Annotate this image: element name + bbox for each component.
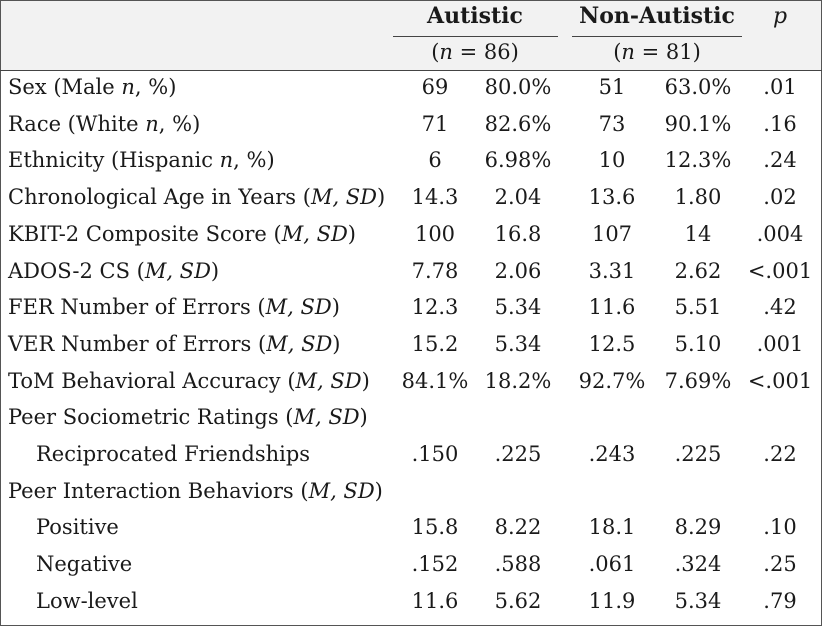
header-autistic: Autistic bbox=[427, 3, 523, 29]
cell-a2: 80.0% bbox=[484, 75, 552, 99]
header-p: p bbox=[772, 4, 788, 29]
cell-b1: 12.5 bbox=[588, 332, 636, 356]
row-label: Negative bbox=[36, 552, 133, 576]
cell-a1: .150 bbox=[411, 442, 459, 466]
cell-a2: .225 bbox=[494, 442, 542, 466]
row-label: Reciprocated Friendships bbox=[36, 442, 311, 466]
cell-a1: 6 bbox=[428, 148, 442, 172]
header-non-autistic-n: (n = 81) bbox=[613, 40, 701, 64]
cell-b1: 18.1 bbox=[588, 515, 636, 539]
row-label: Race (White n, %) bbox=[8, 112, 201, 136]
row-label: Peer Sociometric Ratings (M, SD) bbox=[8, 405, 368, 429]
cell-b2: .225 bbox=[674, 442, 722, 466]
cell-b2: 90.1% bbox=[664, 112, 732, 136]
cell-a2: 2.04 bbox=[494, 185, 542, 209]
cell-b1: 13.6 bbox=[588, 185, 636, 209]
cell-a1: 7.78 bbox=[411, 259, 459, 283]
cell-a2: 5.34 bbox=[494, 295, 542, 319]
cell-b2: 7.69% bbox=[664, 369, 732, 393]
cell-b2: .324 bbox=[674, 552, 722, 576]
cell-a1: 15.2 bbox=[411, 332, 459, 356]
row-label: VER Number of Errors (M, SD) bbox=[8, 332, 341, 356]
cell-a2: 5.34 bbox=[494, 332, 542, 356]
cell-b2: 8.29 bbox=[674, 515, 722, 539]
cell-b2: 1.80 bbox=[674, 185, 722, 209]
cell-b1: 11.9 bbox=[588, 589, 636, 613]
row-label: Peer Interaction Behaviors (M, SD) bbox=[8, 479, 383, 503]
cell-a2: .588 bbox=[494, 552, 542, 576]
cell-p: <.001 bbox=[747, 369, 813, 393]
cell-b2: 12.3% bbox=[664, 148, 732, 172]
row-label: Low-level bbox=[36, 589, 138, 613]
cell-b1: 107 bbox=[591, 222, 633, 246]
cell-b2: 63.0% bbox=[664, 75, 732, 99]
cell-a2: 8.22 bbox=[494, 515, 542, 539]
row-label: Sex (Male n, %) bbox=[8, 75, 177, 99]
cell-a1: 69 bbox=[421, 75, 449, 99]
row-label: KBIT-2 Composite Score (M, SD) bbox=[8, 222, 356, 246]
cell-p: .22 bbox=[763, 442, 797, 466]
cell-a2: 18.2% bbox=[484, 369, 552, 393]
cell-b1: 92.7% bbox=[578, 369, 646, 393]
cell-p: .42 bbox=[763, 295, 797, 319]
header-non-autistic: Non-Autistic bbox=[579, 3, 735, 29]
row-label: Positive bbox=[36, 515, 119, 539]
cell-p: .79 bbox=[763, 589, 797, 613]
cell-b2: 5.34 bbox=[674, 589, 722, 613]
cell-b2: 5.51 bbox=[674, 295, 722, 319]
cell-p: .25 bbox=[763, 552, 797, 576]
cell-b1: .061 bbox=[588, 552, 636, 576]
cell-a1: .152 bbox=[411, 552, 459, 576]
row-label: ADOS-2 CS (M, SD) bbox=[8, 259, 220, 283]
cell-a1: 15.8 bbox=[411, 515, 459, 539]
cell-a2: 2.06 bbox=[494, 259, 542, 283]
autistic-group-rule bbox=[393, 36, 558, 37]
row-label: FER Number of Errors (M, SD) bbox=[8, 295, 340, 319]
cell-p: .01 bbox=[763, 75, 797, 99]
cell-p: .24 bbox=[763, 148, 797, 172]
cell-b2: 2.62 bbox=[674, 259, 722, 283]
cell-b1: .243 bbox=[588, 442, 636, 466]
cell-b1: 51 bbox=[598, 75, 626, 99]
cell-b2: 14 bbox=[684, 222, 712, 246]
cell-p: .004 bbox=[756, 222, 804, 246]
row-label: Chronological Age in Years (M, SD) bbox=[8, 185, 386, 209]
header-bottom-rule bbox=[0, 70, 822, 71]
row-label: Ethnicity (Hispanic n, %) bbox=[8, 148, 275, 172]
table-header-background bbox=[0, 0, 822, 70]
cell-b1: 11.6 bbox=[588, 295, 636, 319]
cell-a2: 16.8 bbox=[494, 222, 542, 246]
cell-a1: 84.1% bbox=[401, 369, 469, 393]
cell-p: .02 bbox=[763, 185, 797, 209]
header-autistic-n: (n = 86) bbox=[431, 40, 519, 64]
cell-a1: 14.3 bbox=[411, 185, 459, 209]
cell-a1: 11.6 bbox=[411, 589, 459, 613]
cell-b2: 5.10 bbox=[674, 332, 722, 356]
cell-a1: 100 bbox=[414, 222, 456, 246]
non-autistic-group-rule bbox=[572, 36, 742, 37]
cell-p: .001 bbox=[756, 332, 804, 356]
cell-a2: 6.98% bbox=[484, 148, 552, 172]
cell-a1: 71 bbox=[421, 112, 449, 136]
cell-b1: 73 bbox=[598, 112, 626, 136]
cell-p: <.001 bbox=[747, 259, 813, 283]
cell-b1: 3.31 bbox=[588, 259, 636, 283]
cell-p: .16 bbox=[763, 112, 797, 136]
cell-a1: 12.3 bbox=[411, 295, 459, 319]
cell-p: .10 bbox=[763, 515, 797, 539]
cell-b1: 10 bbox=[598, 148, 626, 172]
cell-a2: 5.62 bbox=[494, 589, 542, 613]
row-label: ToM Behavioral Accuracy (M, SD) bbox=[8, 369, 370, 393]
cell-a2: 82.6% bbox=[484, 112, 552, 136]
